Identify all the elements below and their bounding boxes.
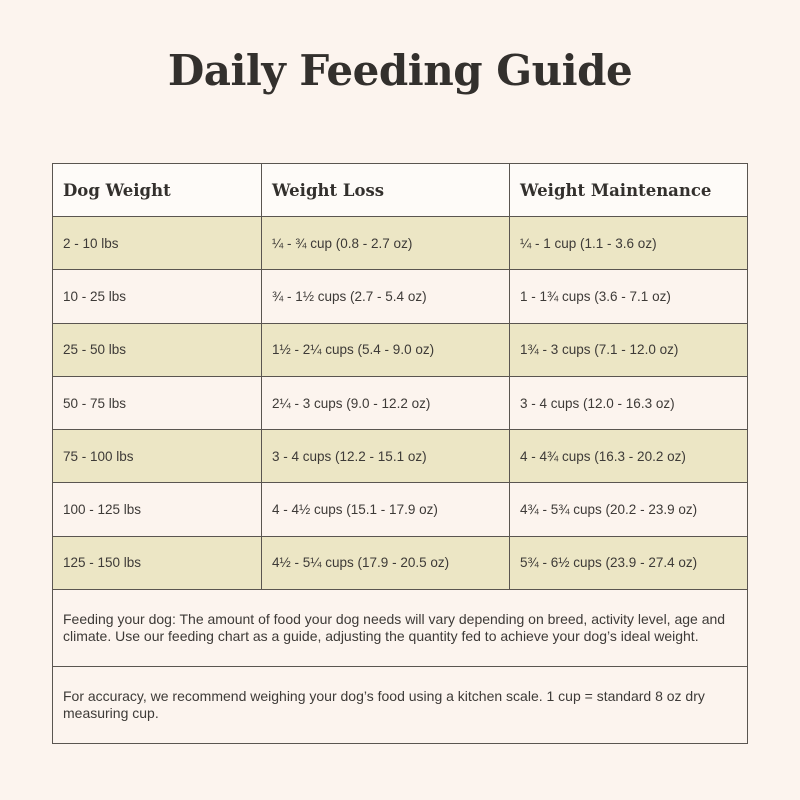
table-row: 100 - 125 lbs 4 - 4½ cups (15.1 - 17.9 o… (52, 482, 748, 537)
dog-weight-cell: 2 - 10 lbs (52, 215, 262, 271)
page-title: Daily Feeding Guide (167, 46, 633, 95)
table-row: 125 - 150 lbs 4½ - 5¼ cups (17.9 - 20.5 … (52, 535, 748, 591)
feeding-note: Feeding your dog: The amount of food you… (52, 589, 748, 668)
table-header-row: Dog Weight Weight Loss Weight Maintenanc… (52, 163, 748, 217)
weight-loss-cell: 1½ - 2¼ cups (5.4 - 9.0 oz) (261, 322, 510, 377)
header-dog-weight: Dog Weight (52, 163, 262, 217)
weight-maintenance-cell: ¼ - 1 cup (1.1 - 3.6 oz) (509, 215, 748, 271)
weight-loss-cell: ¾ - 1½ cups (2.7 - 5.4 oz) (261, 269, 510, 324)
table-row: 10 - 25 lbs ¾ - 1½ cups (2.7 - 5.4 oz) 1… (52, 269, 748, 324)
dog-weight-cell: 10 - 25 lbs (52, 269, 262, 324)
weight-loss-cell: ¼ - ¾ cup (0.8 - 2.7 oz) (261, 215, 510, 271)
weight-maintenance-cell: 1 - 1¾ cups (3.6 - 7.1 oz) (509, 269, 748, 324)
dog-weight-cell: 25 - 50 lbs (52, 322, 262, 377)
header-weight-loss: Weight Loss (261, 163, 510, 217)
weight-loss-cell: 3 - 4 cups (12.2 - 15.1 oz) (261, 429, 510, 484)
dog-weight-cell: 75 - 100 lbs (52, 429, 262, 484)
table-row: 75 - 100 lbs 3 - 4 cups (12.2 - 15.1 oz)… (52, 429, 748, 484)
table-row: 50 - 75 lbs 2¼ - 3 cups (9.0 - 12.2 oz) … (52, 375, 748, 431)
weight-maintenance-cell: 1¾ - 3 cups (7.1 - 12.0 oz) (509, 322, 748, 377)
feeding-note-row: Feeding your dog: The amount of food you… (52, 589, 748, 668)
dog-weight-cell: 100 - 125 lbs (52, 482, 262, 537)
dog-weight-cell: 125 - 150 lbs (52, 535, 262, 591)
accuracy-note-row: For accuracy, we recommend weighing your… (52, 666, 748, 745)
weight-maintenance-cell: 4¾ - 5¾ cups (20.2 - 23.9 oz) (509, 482, 748, 537)
accuracy-note: For accuracy, we recommend weighing your… (52, 666, 748, 745)
header-weight-maintenance: Weight Maintenance (509, 163, 748, 217)
weight-loss-cell: 4½ - 5¼ cups (17.9 - 20.5 oz) (261, 535, 510, 591)
weight-maintenance-cell: 5¾ - 6½ cups (23.9 - 27.4 oz) (509, 535, 748, 591)
weight-loss-cell: 2¼ - 3 cups (9.0 - 12.2 oz) (261, 375, 510, 431)
dog-weight-cell: 50 - 75 lbs (52, 375, 262, 431)
table-row: 2 - 10 lbs ¼ - ¾ cup (0.8 - 2.7 oz) ¼ - … (52, 215, 748, 271)
table-row: 25 - 50 lbs 1½ - 2¼ cups (5.4 - 9.0 oz) … (52, 322, 748, 377)
weight-loss-cell: 4 - 4½ cups (15.1 - 17.9 oz) (261, 482, 510, 537)
weight-maintenance-cell: 3 - 4 cups (12.0 - 16.3 oz) (509, 375, 748, 431)
feeding-table: Dog Weight Weight Loss Weight Maintenanc… (52, 163, 748, 745)
weight-maintenance-cell: 4 - 4¾ cups (16.3 - 20.2 oz) (509, 429, 748, 484)
